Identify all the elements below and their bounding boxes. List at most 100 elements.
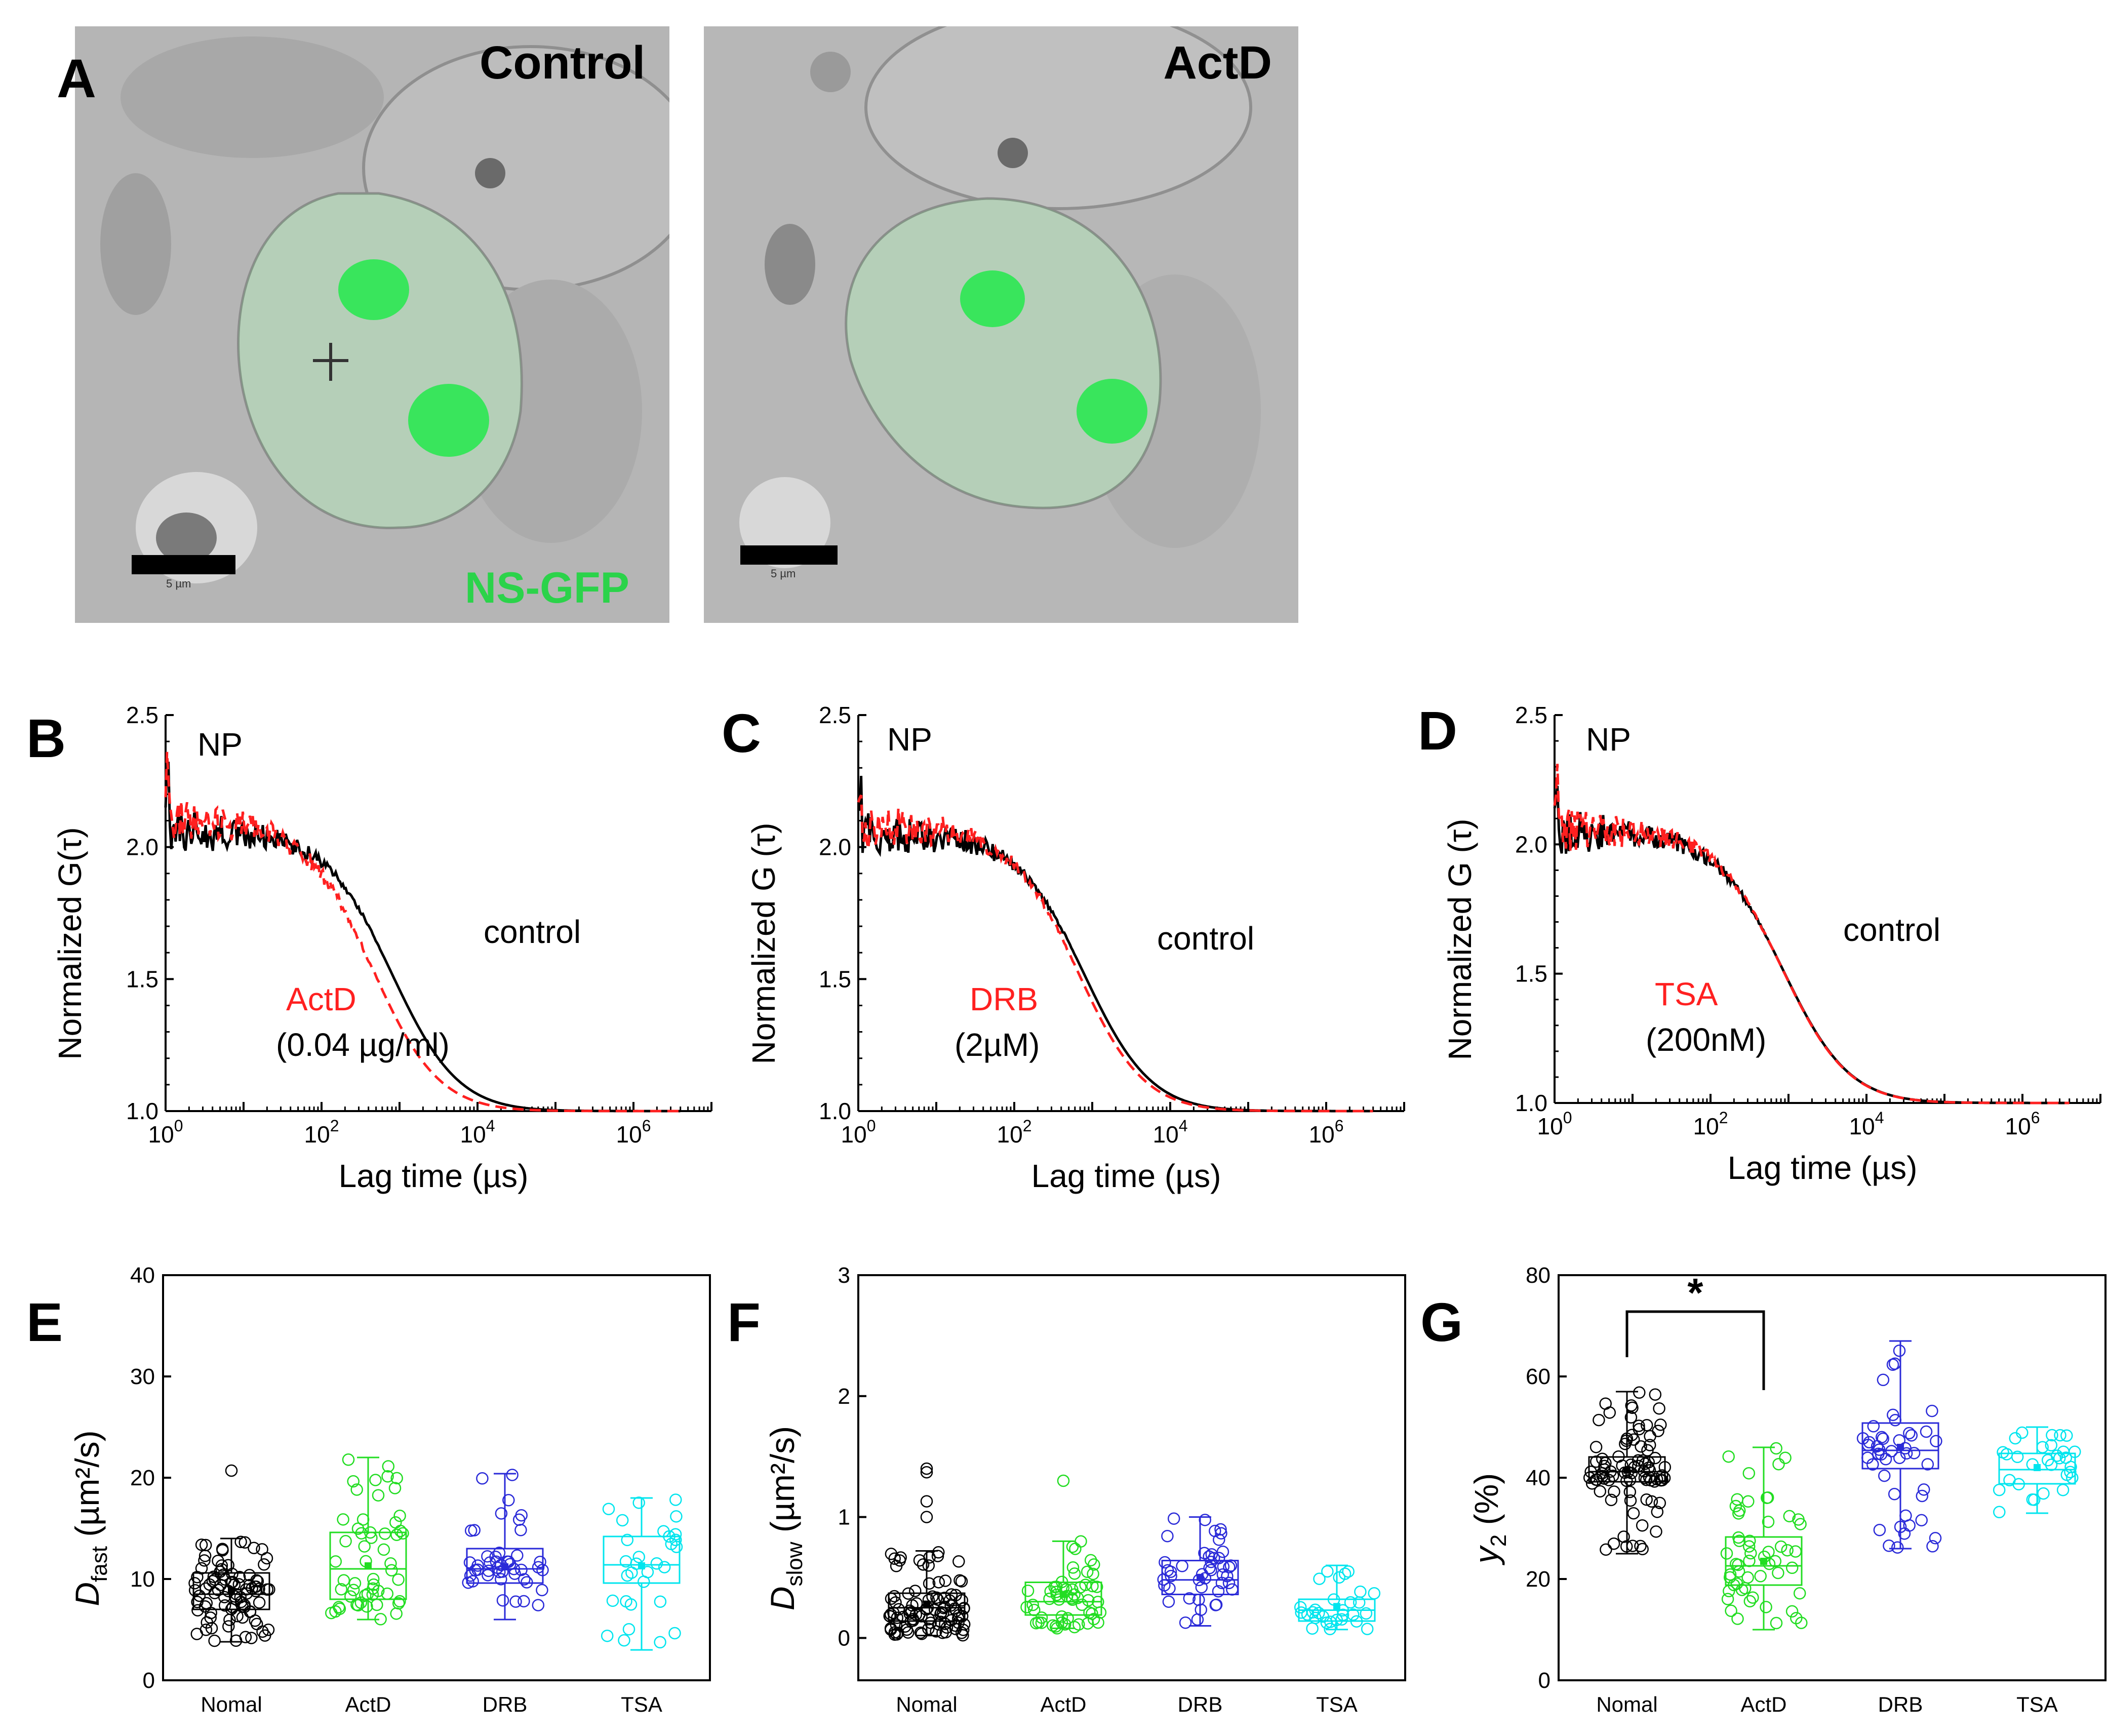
data-point — [335, 1583, 348, 1596]
data-point — [888, 1590, 901, 1603]
x-tick-label: DRB — [1878, 1692, 1923, 1716]
data-point — [339, 1535, 352, 1548]
data-point — [2053, 1452, 2066, 1465]
data-point — [1652, 1425, 1664, 1437]
x-tick-label: 106 — [616, 1117, 651, 1148]
box-actd — [1020, 1474, 1107, 1635]
data-point — [1049, 1620, 1062, 1633]
data-point — [2012, 1478, 2025, 1491]
data-point — [624, 1598, 638, 1611]
panel-a-letter: A — [57, 48, 96, 109]
data-point — [1642, 1462, 1655, 1474]
data-point — [2016, 1426, 2029, 1439]
data-point — [1215, 1527, 1227, 1540]
data-point — [355, 1527, 368, 1540]
data-point — [902, 1626, 915, 1639]
data-point — [367, 1578, 380, 1591]
data-point — [921, 1601, 934, 1614]
data-point — [1324, 1623, 1336, 1635]
y-axis-label: Normalized G (τ) — [745, 823, 782, 1064]
outlier-point — [920, 1511, 933, 1523]
data-point — [1026, 1598, 1039, 1611]
data-point — [532, 1599, 545, 1611]
data-point — [1633, 1419, 1645, 1432]
data-point — [238, 1536, 251, 1549]
panel-e-letter: E — [26, 1291, 63, 1353]
data-point — [1216, 1545, 1229, 1558]
data-point — [902, 1587, 915, 1600]
box-drb — [1157, 1512, 1239, 1629]
data-point — [504, 1558, 516, 1570]
y-axis-label: Normalized G(τ) — [52, 827, 88, 1059]
data-point — [1176, 1560, 1188, 1572]
data-point — [932, 1576, 945, 1589]
data-point — [958, 1618, 971, 1631]
x-tick-label: 106 — [2005, 1109, 2040, 1139]
data-point — [1742, 1540, 1756, 1553]
annotation-label: control — [484, 914, 581, 950]
data-point — [1997, 1446, 2009, 1459]
data-point — [934, 1607, 947, 1621]
data-point — [1627, 1433, 1640, 1446]
data-point — [1603, 1474, 1615, 1486]
annotation-label: (2µM) — [955, 1027, 1040, 1063]
data-point — [1921, 1458, 1934, 1471]
data-point — [1920, 1425, 1933, 1438]
data-point — [1368, 1587, 1381, 1600]
y-tick-label: 2 — [838, 1384, 850, 1409]
data-point — [922, 1623, 935, 1635]
data-point — [390, 1607, 403, 1620]
data-point — [1861, 1439, 1875, 1451]
data-point — [208, 1634, 221, 1647]
data-point — [654, 1595, 667, 1608]
data-point — [621, 1569, 634, 1582]
data-point — [1635, 1440, 1647, 1453]
data-point — [1772, 1566, 1784, 1580]
y-tick-label: 2.0 — [126, 834, 158, 860]
data-point — [496, 1594, 509, 1607]
data-point — [337, 1513, 349, 1526]
outlier-point — [920, 1495, 933, 1508]
data-point — [1762, 1515, 1775, 1528]
series-control-line — [1553, 785, 2070, 1104]
data-point — [201, 1616, 213, 1629]
data-point — [601, 1629, 614, 1642]
y-tick-label: 0 — [1538, 1668, 1551, 1693]
data-point — [931, 1550, 944, 1562]
data-point — [1583, 1471, 1596, 1484]
panel-c-letter: C — [722, 702, 761, 764]
data-point — [1655, 1474, 1667, 1487]
x-tick-label: DRB — [1178, 1692, 1223, 1716]
data-point — [246, 1582, 258, 1595]
data-point — [2056, 1483, 2070, 1496]
data-point — [468, 1524, 481, 1536]
data-point — [356, 1513, 370, 1526]
data-point — [888, 1628, 901, 1641]
data-point — [1653, 1402, 1665, 1415]
data-point — [392, 1597, 405, 1610]
data-point — [1632, 1454, 1645, 1467]
data-point — [333, 1602, 346, 1615]
data-point — [329, 1555, 342, 1568]
x-tick-label: 104 — [1849, 1109, 1884, 1139]
data-point — [2069, 1445, 2081, 1458]
data-point — [1179, 1616, 1192, 1629]
data-point — [1783, 1510, 1796, 1523]
data-point — [2026, 1493, 2039, 1506]
data-point — [342, 1453, 355, 1466]
data-point — [396, 1527, 409, 1540]
panel-c-chart: C 1.0 1.5 2.0 2.5 100 102 104 106 Lag time (µs) No… — [722, 702, 1405, 1194]
outlier-point — [1057, 1474, 1070, 1487]
chart-title: NP — [197, 726, 243, 763]
data-point — [621, 1533, 634, 1547]
data-point — [199, 1538, 212, 1552]
series-actd-line — [164, 752, 681, 1113]
data-point — [506, 1469, 519, 1481]
data-point — [2059, 1451, 2073, 1464]
data-point — [344, 1590, 357, 1603]
box-nomal — [1583, 1386, 1672, 1556]
y-tick-label: 20 — [130, 1466, 155, 1490]
y-tick-label: 10 — [130, 1567, 155, 1592]
data-point — [260, 1552, 273, 1565]
data-point — [1790, 1611, 1803, 1625]
